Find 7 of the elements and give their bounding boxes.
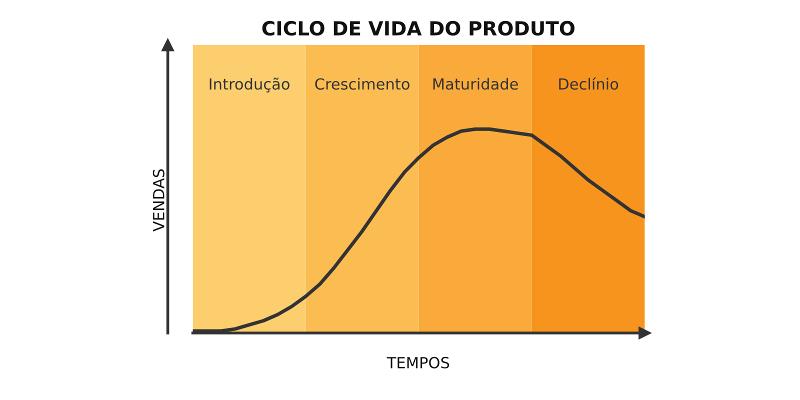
- x-axis-title: TEMPOS: [386, 356, 450, 368]
- text: Declínio: [559, 77, 618, 90]
- text: Crescimento: [315, 78, 410, 90]
- text: Maturidade: [433, 78, 518, 90]
- text: Introdução: [210, 78, 290, 92]
- chart-title: CICLO DE VIDA DO PRODUTO: [262, 20, 574, 36]
- y-axis-title: VENDAS: [152, 169, 164, 232]
